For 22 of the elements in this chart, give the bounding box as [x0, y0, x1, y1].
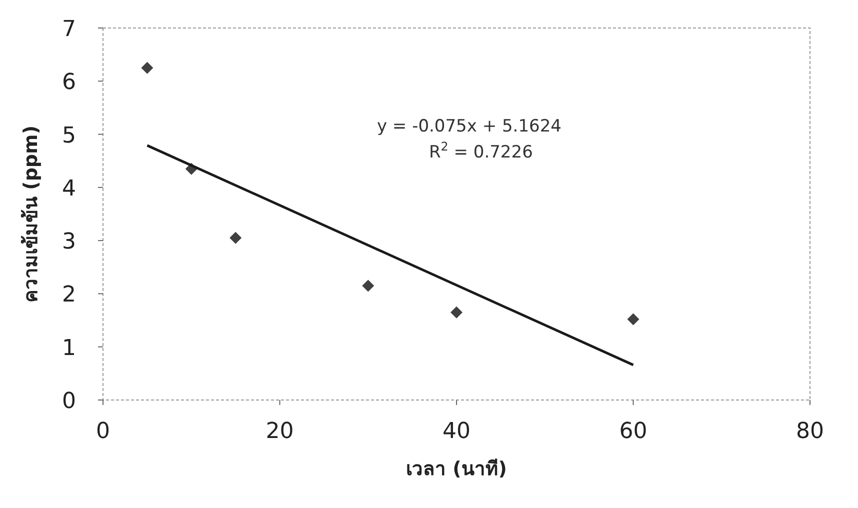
y-tick-label: 4: [62, 176, 76, 202]
y-tick-label: 2: [62, 282, 76, 308]
y-tick-label: 6: [62, 70, 76, 96]
point: [362, 280, 374, 292]
x-tick-label: 60: [619, 419, 648, 444]
y-tick-label: 1: [62, 336, 76, 361]
x-tick-label: 0: [96, 419, 110, 444]
y-tick-label: 3: [62, 230, 76, 255]
y-tick-label: 7: [62, 17, 76, 42]
y-tick-label: 5: [62, 123, 76, 148]
x-tick-label: 20: [266, 419, 294, 444]
x-tick-label: 80: [796, 419, 824, 444]
point: [627, 313, 640, 326]
point: [450, 306, 462, 318]
annotation: y = -0.075x + 5.1624: [376, 116, 562, 137]
point: [141, 62, 154, 74]
annotation: R$^{2}$ = 0.7226: [428, 140, 533, 163]
x-axis-title: เวลา (นาที): [406, 458, 507, 480]
point: [230, 232, 242, 244]
y-tick-label: 0: [62, 389, 76, 414]
y-axis-title: ความเข้มข้น (ppm): [20, 126, 42, 302]
x-tick-label: 40: [442, 419, 470, 444]
